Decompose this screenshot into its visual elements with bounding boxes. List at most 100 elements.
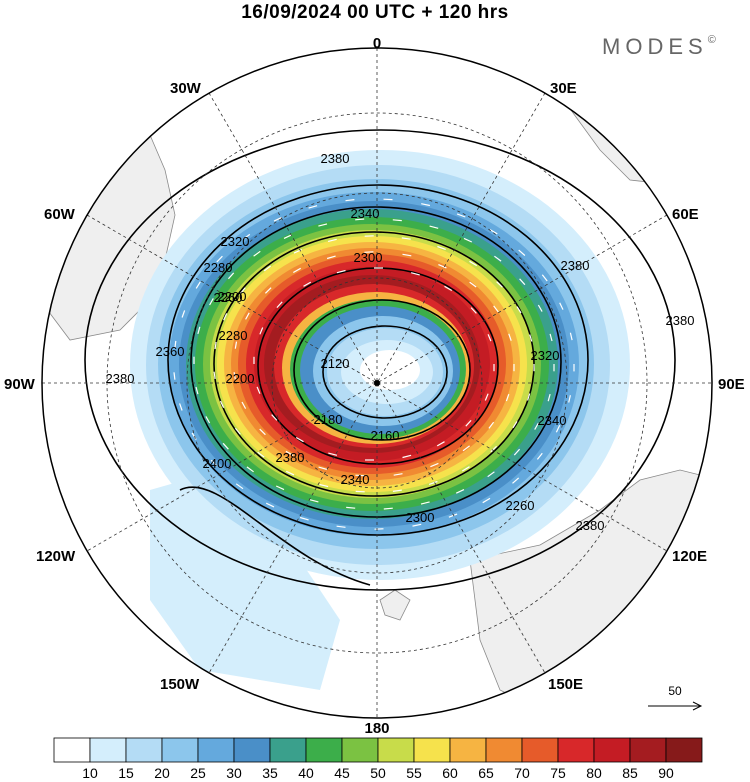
wind-arrow-54 bbox=[318, 223, 328, 227]
lon-label-0: 0 bbox=[373, 35, 381, 52]
wind-arrow-132 bbox=[487, 334, 492, 342]
wind-arrow-21 bbox=[242, 233, 251, 240]
wind-arrow-37 bbox=[487, 471, 495, 478]
wind-arrow-110 bbox=[469, 281, 477, 288]
colorbar-label-7: 45 bbox=[334, 765, 350, 781]
wind-arrow-43 bbox=[275, 485, 285, 491]
wind-arrow-26 bbox=[421, 203, 431, 207]
wind-arrow-126 bbox=[303, 281, 312, 287]
wind-arrow-98 bbox=[285, 450, 294, 457]
wind-arrow-50 bbox=[209, 298, 214, 306]
wind-arrow-22 bbox=[273, 216, 283, 222]
colorbar-label-4: 30 bbox=[226, 765, 242, 781]
meridian-30w-150e bbox=[208, 92, 546, 674]
wind-arrow-80 bbox=[263, 265, 272, 272]
colorbar-label-12: 70 bbox=[514, 765, 530, 781]
map-title: 16/09/2024 00 UTC + 120 hrs bbox=[241, 2, 509, 23]
reference-vector-label: 50 bbox=[668, 684, 682, 698]
meridian-60w-120e bbox=[86, 214, 668, 552]
contour-label-15: 2380 bbox=[276, 450, 305, 465]
wind-arrow-81 bbox=[293, 248, 303, 254]
colorbar-swatch-14 bbox=[557, 737, 595, 763]
lon-label-30w: 30W bbox=[170, 80, 202, 97]
wind-arrow-73 bbox=[257, 451, 265, 458]
reference-vector-arrowhead bbox=[692, 701, 703, 711]
wind-arrow-11 bbox=[265, 502, 275, 508]
wind-arrow-130 bbox=[444, 285, 453, 292]
wind-arrow-67 bbox=[461, 466, 470, 472]
map-disc bbox=[42, 48, 712, 718]
wind-arrow-127 bbox=[336, 269, 346, 274]
colorbar-label-16: 90 bbox=[658, 765, 674, 781]
wind-arrow-89 bbox=[529, 334, 533, 342]
wind-arrow-115 bbox=[465, 419, 472, 427]
wind-arrow-71 bbox=[319, 483, 329, 488]
wind-arrow-47 bbox=[195, 386, 199, 395]
colorbar-label-15: 85 bbox=[622, 765, 638, 781]
contour-labels: 2380234023202300228022602200212021602180… bbox=[106, 151, 695, 533]
lon-label-150e: 150E bbox=[548, 676, 583, 693]
wind-arrow-68 bbox=[428, 480, 438, 485]
wind-arrow-84 bbox=[401, 237, 411, 240]
wind-arrow-99 bbox=[259, 428, 266, 436]
contour-label-11: 2280 bbox=[219, 328, 248, 343]
colorbar-swatch-5 bbox=[233, 737, 271, 763]
wind-arrow-10 bbox=[299, 516, 309, 521]
contour-label-18: 2260 bbox=[506, 498, 535, 513]
wind-arrow-92 bbox=[488, 421, 495, 429]
contour-label-8: 2160 bbox=[371, 428, 400, 443]
wind-arrow-103 bbox=[245, 312, 250, 320]
wind-arrow-62 bbox=[549, 333, 553, 342]
wind-arrow-38 bbox=[455, 489, 465, 494]
lon-label-90w: 90W bbox=[4, 376, 36, 393]
meridian-60e-120w bbox=[86, 214, 668, 552]
colorbar-swatch-10 bbox=[413, 737, 451, 763]
wind-arrow-100 bbox=[241, 401, 247, 409]
wind-arrow-93 bbox=[462, 445, 470, 452]
colorbar-label-0: 10 bbox=[82, 765, 98, 781]
wind-arrow-5 bbox=[482, 497, 491, 504]
colorbar-swatch-0 bbox=[53, 737, 91, 763]
wind-arrow-28 bbox=[489, 229, 498, 235]
colorbar-swatch-8 bbox=[341, 737, 379, 763]
wind-arrow-121 bbox=[271, 414, 278, 421]
meridian-30e-150w bbox=[208, 92, 546, 674]
wind-arrow-45 bbox=[222, 442, 229, 450]
wind-arrow-97 bbox=[318, 466, 328, 471]
wind-arrow-30 bbox=[541, 274, 548, 282]
wind-arrow-31 bbox=[559, 302, 564, 310]
colorbar-swatch-15 bbox=[593, 737, 631, 763]
wind-arrow-34 bbox=[547, 393, 551, 402]
brand-logo: MODES© bbox=[602, 34, 716, 60]
wind-arrow-78 bbox=[223, 313, 228, 321]
lon-label-60w: 60W bbox=[44, 206, 76, 223]
wind-arrow-39 bbox=[420, 501, 430, 505]
contour-label-3: 2300 bbox=[354, 250, 383, 265]
colorbar-swatch-6 bbox=[269, 737, 307, 763]
contour-label-10: 2200 bbox=[226, 371, 255, 386]
contour-label-13: 2380 bbox=[106, 371, 135, 386]
wind-arrow-77 bbox=[214, 341, 217, 350]
wind-arrow-105 bbox=[293, 267, 301, 274]
contour-label-0: 2380 bbox=[321, 151, 350, 166]
wind-arrow-122 bbox=[256, 386, 261, 394]
wind-arrow-41 bbox=[346, 506, 356, 509]
copyright-mark: © bbox=[707, 34, 716, 46]
colorbar-swatch-2 bbox=[125, 737, 163, 763]
africa-land bbox=[454, 48, 712, 191]
contour-label-19: 2380 bbox=[576, 518, 605, 533]
wind-arrow-49 bbox=[197, 326, 201, 335]
lon-label-120e: 120E bbox=[672, 548, 707, 565]
wind-arrow-36 bbox=[513, 448, 521, 456]
wind-arrow-44 bbox=[246, 466, 254, 473]
colorbar-label-2: 20 bbox=[154, 765, 170, 781]
wind-arrows bbox=[173, 198, 575, 530]
contour-label-17: 2300 bbox=[406, 510, 435, 525]
wind-arrow-125 bbox=[276, 301, 283, 309]
contour-label-21: 2320 bbox=[531, 348, 560, 363]
wind-arrow-117 bbox=[402, 454, 412, 459]
wind-arrow-27 bbox=[456, 213, 466, 218]
wind-band-23 bbox=[360, 350, 420, 390]
wind-arrow-95 bbox=[393, 473, 403, 476]
wind-arrow-108 bbox=[402, 253, 412, 257]
